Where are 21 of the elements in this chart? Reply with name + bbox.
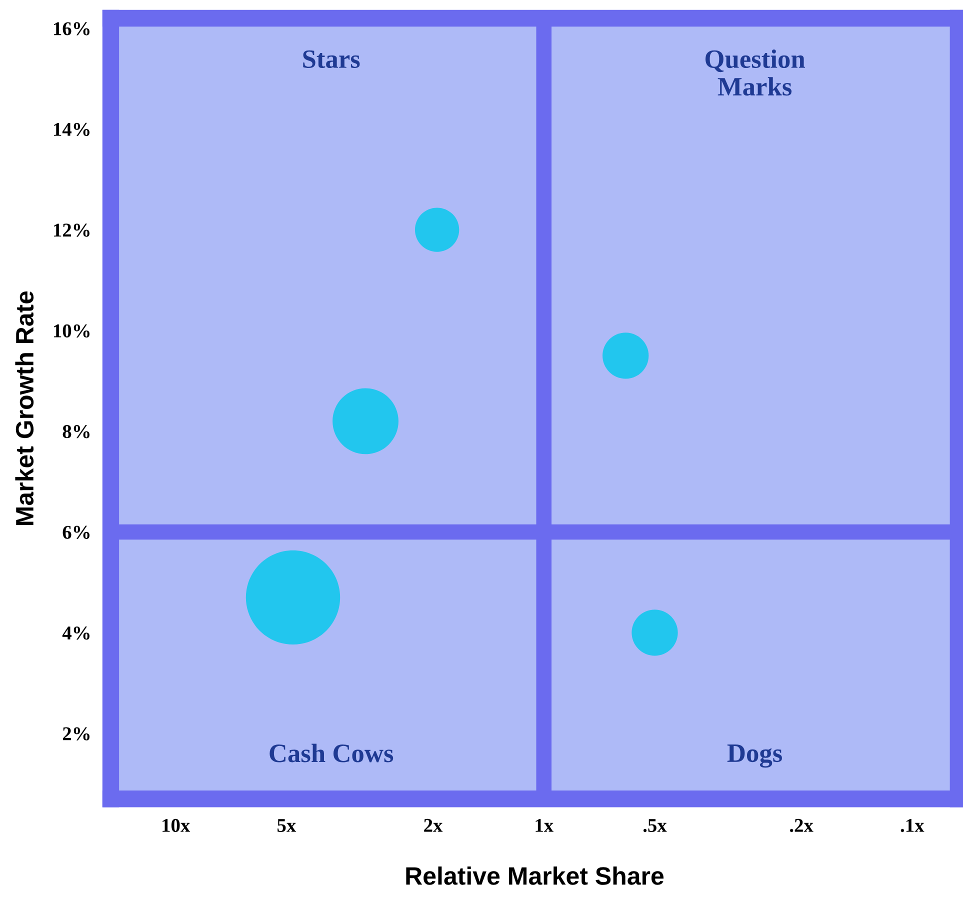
y-tick-label: 14% — [54, 122, 90, 136]
y-tick-label: 8% — [62, 425, 90, 438]
annotation: Question Marks — [706, 49, 805, 96]
annotation: Stars — [303, 50, 360, 68]
annotation: Cash Cows — [270, 744, 394, 762]
x-tick-label: .2x — [790, 818, 814, 832]
y-tick-label: 4% — [62, 626, 90, 640]
x-tick-label: 5x — [278, 819, 296, 832]
y-axis-title: Market Growth Rate — [15, 291, 34, 525]
y-tick-label: 12% — [54, 224, 90, 237]
y-tick-label: 16% — [54, 22, 90, 36]
x-axis-title: Relative Market Share — [406, 866, 664, 885]
y-tick-label: 6% — [62, 526, 90, 539]
x-tick-label: 1x — [536, 818, 554, 832]
y-tick-label: 10% — [54, 324, 90, 338]
x-tick-label: .1x — [900, 818, 924, 832]
x-tick-label: 2x — [424, 818, 443, 832]
x-tick-label: 10x — [162, 818, 190, 832]
y-tick-label: 2% — [62, 727, 90, 740]
annotation: Dogs — [727, 744, 782, 768]
x-tick-label: .5x — [643, 819, 667, 832]
